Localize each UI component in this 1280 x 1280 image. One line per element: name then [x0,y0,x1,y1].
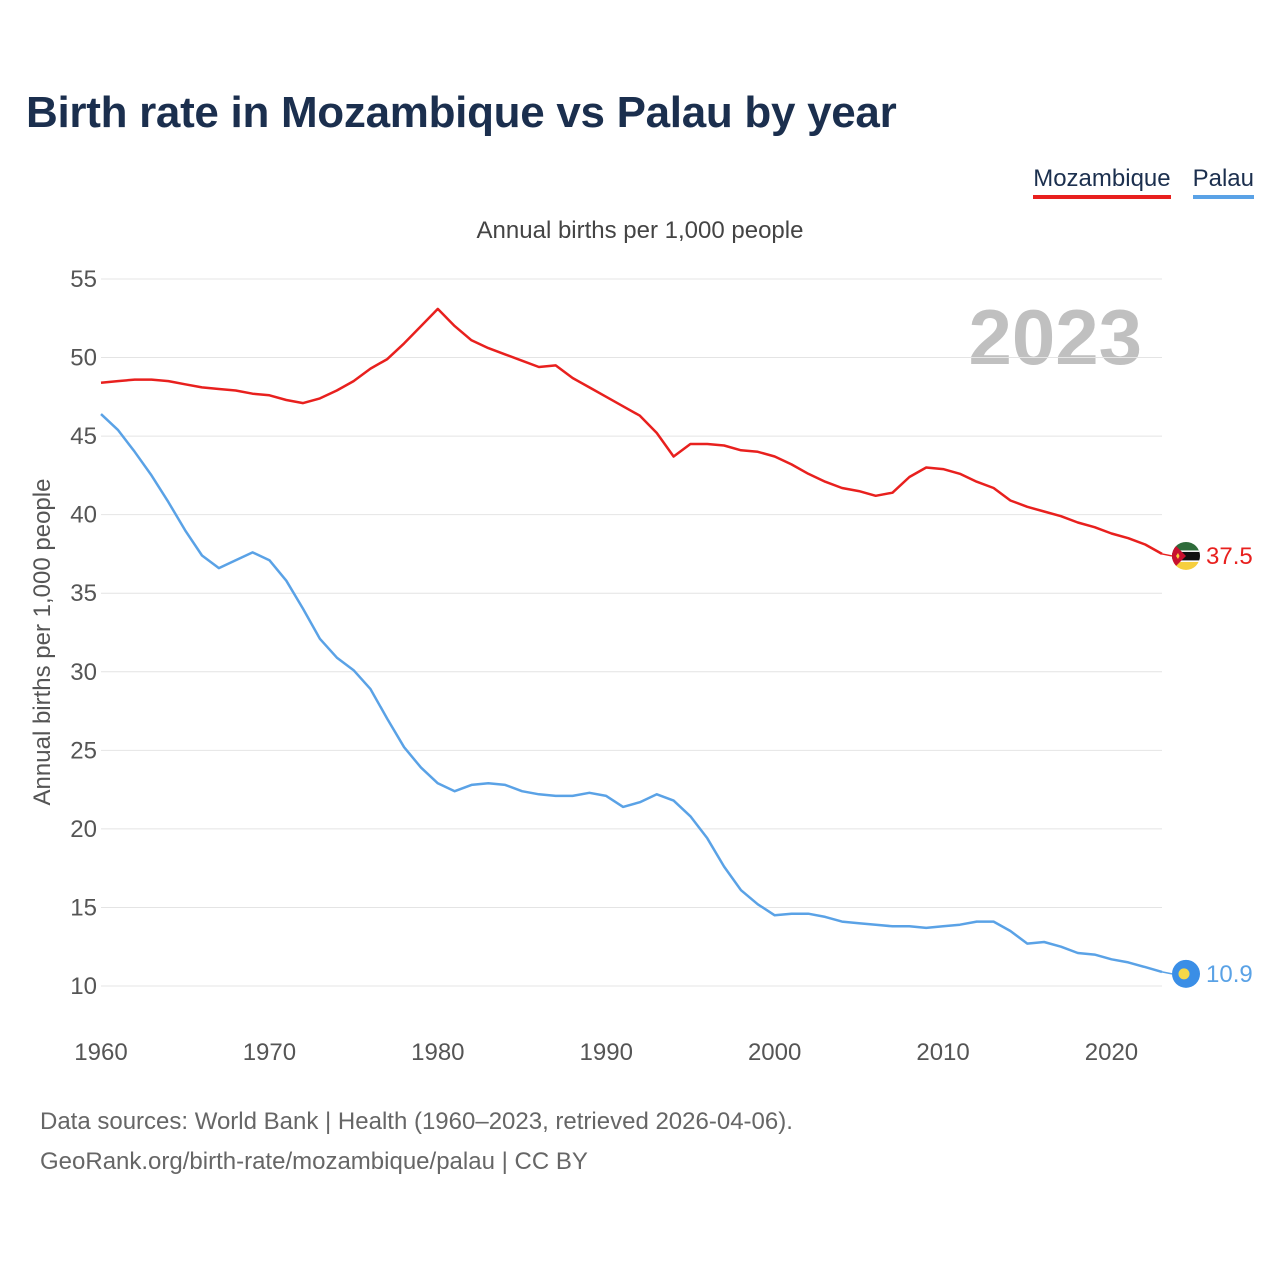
x-tick-label: 2020 [1085,1039,1138,1066]
end-value-label-palau: 10.9 [1206,961,1253,988]
end-connector [1161,971,1173,975]
source-text: Data sources: World Bank | Health (1960–… [40,1108,793,1135]
y-tick-label: 15 [70,894,97,921]
end-connector [1161,553,1173,557]
x-tick-label: 1960 [74,1039,127,1066]
y-tick-label: 50 [70,345,97,372]
x-tick-label: 1980 [411,1039,464,1066]
y-tick-label: 10 [70,973,97,1000]
series-line-palau [100,413,1163,974]
legend: Mozambique Palau [1033,165,1254,199]
y-axis-label: Annual births per 1,000 people [29,479,56,806]
legend-item-palau[interactable]: Palau [1192,165,1254,199]
mozambique-flag-icon [1172,541,1200,570]
x-tick-label: 2000 [748,1039,801,1066]
year-watermark: 2023 [968,293,1142,381]
y-tick-label: 30 [70,659,97,686]
palau-flag-icon [1172,959,1200,988]
series-line-mozambique [100,307,1163,555]
source-url: GeoRank.org/birth-rate/mozambique/palau … [40,1148,588,1175]
y-tick-label: 35 [70,580,97,607]
x-tick-label: 1970 [243,1039,296,1066]
x-tick-label: 2010 [916,1039,969,1066]
end-value-label-mozambique: 37.5 [1206,543,1253,570]
legend-item-mozambique[interactable]: Mozambique [1033,165,1171,199]
y-tick-label: 40 [70,502,97,529]
chart-subtitle: Annual births per 1,000 people [476,217,804,244]
x-tick-label: 1990 [580,1039,633,1066]
y-tick-label: 25 [70,737,97,764]
y-tick-label: 45 [70,423,97,450]
y-tick-label: 20 [70,816,97,843]
page-title: Birth rate in Mozambique vs Palau by yea… [26,88,897,137]
y-tick-label: 55 [70,266,97,293]
